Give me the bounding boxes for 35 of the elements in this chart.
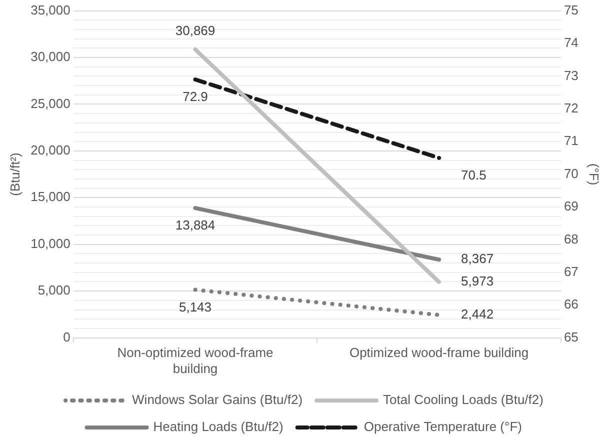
y2-tick-label: 69 [564, 198, 578, 214]
y-tick-label: 25,000 [30, 96, 70, 111]
y-tick-label: 5,000 [38, 282, 70, 298]
legend-label: Total Cooling Loads (Btu/f2) [383, 392, 544, 408]
legend-label: Windows Solar Gains (Btu/f2) [132, 392, 303, 408]
y-tick-label: 15,000 [30, 189, 70, 204]
y2-tick-label: 67 [564, 264, 578, 279]
y2-tick-label: 74 [564, 35, 578, 50]
data-label: 70.5 [461, 168, 486, 183]
y-tick-label: 0 [63, 329, 70, 344]
y2-axis-title: (°F) [586, 163, 602, 186]
y-axis-title: (Btu/ft²) [7, 152, 22, 196]
y-tick-label: 10,000 [30, 236, 70, 251]
y-tick-label: 20,000 [30, 142, 70, 158]
legend-label: Operative Temperature (°F) [364, 419, 522, 434]
y2-tick-label: 66 [564, 296, 578, 312]
legend-label: Heating Loads (Btu/f2) [153, 419, 284, 434]
y2-tick-label: 75 [564, 2, 578, 18]
data-label: 13,884 [175, 218, 216, 233]
y2-tick-label: 73 [564, 68, 578, 83]
x-tick-label: Non-optimized wood-frame building [117, 345, 274, 376]
data-label: 72.9 [182, 89, 208, 104]
y2-tick-label: 68 [564, 231, 578, 246]
y-tick-label: 30,000 [30, 49, 70, 64]
data-label: 2,442 [461, 306, 494, 322]
data-label: 30,869 [175, 22, 216, 38]
y2-tick-label: 70 [564, 166, 578, 181]
y2-tick-label: 65 [564, 329, 578, 344]
data-label: 5,973 [461, 274, 494, 289]
x-tick-label: Optimized wood-frame building [349, 345, 529, 360]
data-label: 5,143 [178, 299, 212, 314]
data-label: 8,367 [461, 251, 494, 266]
y-tick-label: 35,000 [30, 2, 70, 18]
y2-tick-label: 72 [564, 100, 578, 116]
y2-tick-label: 71 [564, 133, 578, 148]
